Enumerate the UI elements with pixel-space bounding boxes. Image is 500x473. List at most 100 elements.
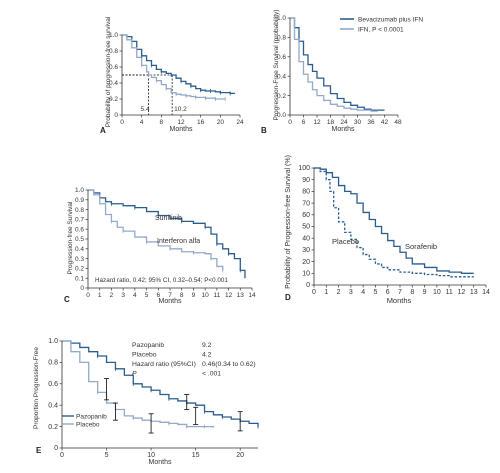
- x-tick-label: 9: [423, 289, 427, 296]
- y-tick-label: 0.9: [75, 197, 84, 204]
- x-tick-label: 42: [381, 119, 389, 126]
- x-tick-label: 12: [458, 289, 466, 296]
- x-tick-label: 0: [120, 119, 124, 126]
- panel-letter-a: A: [100, 126, 106, 135]
- x-tick-label: 10: [147, 452, 155, 459]
- y-tick-label: 1.0: [109, 32, 118, 39]
- x-tick-label: 24: [340, 119, 348, 126]
- legend-label-1: Bevacizumab plus IFN: [358, 17, 423, 24]
- x-tick-label: 8: [160, 119, 164, 126]
- legend: Bevacizumab plus IFN IFN, P < 0.0001: [340, 17, 423, 34]
- x-tick-label: 0: [312, 289, 316, 296]
- curve-label-interferon: Interferon alfa: [157, 238, 200, 245]
- x-tick-label: 12: [313, 119, 321, 126]
- stats-label: Hazard ratio (95%CI): [132, 361, 196, 368]
- chart-panel-b: 0 6 12 18 24 30 36 42 48 0.0 0.2 0.4 0.6 0.8 1.0 Bevac…: [261, 10, 423, 135]
- y-tick-label: 40: [302, 235, 310, 242]
- median-label: 10.2: [174, 106, 187, 113]
- x-tick-label: 3: [121, 292, 125, 299]
- chart-panel-d: 0 1 2 3 4 5 6 7 8 9 10 11 12 13 1401020304050607080901…: [285, 155, 490, 305]
- x-tick-label: 16: [197, 119, 205, 126]
- y-tick-label: 0.3: [75, 256, 84, 263]
- hazard-ratio-annotation: Hazard ratio, 0.42; 95% CI, 0.32–0.54; P…: [95, 277, 228, 284]
- ticks-layer: 0 4 8 12 16 20 24 0 0.2 0.4 0.6 0.8 1.0: [109, 32, 244, 126]
- y-tick-label: 70: [302, 200, 310, 207]
- chart-panel-e: 0 5 10 15 20 0 0.2 0.4 0.6 0.8 1.0 Pazopanib 9.2 Pla…: [33, 338, 259, 466]
- series-line-dark-0: [122, 34, 236, 95]
- curve-label-placebo: Placebo: [332, 237, 359, 246]
- series-layer: [62, 340, 259, 429]
- x-tick-label: 9: [192, 292, 196, 299]
- stats-value: 9.2: [202, 342, 212, 349]
- y-tick-label: 90: [302, 177, 310, 184]
- x-tick-label: 10: [202, 292, 210, 299]
- y-axis-label: Proportion Progression-Free: [33, 347, 40, 429]
- x-tick-label: 6: [156, 292, 160, 299]
- legend-label-1: Pazopanib: [76, 414, 107, 421]
- series-line-pazopanib: [62, 340, 259, 427]
- x-tick-label: 10: [433, 289, 441, 296]
- stats-value: 4.2: [202, 352, 212, 359]
- x-tick-label: 4: [133, 292, 137, 299]
- x-tick-label: 6: [386, 289, 390, 296]
- stats-label: Pazopanib: [132, 342, 164, 349]
- y-tick-label: 1.0: [48, 338, 58, 345]
- x-tick-label: 5: [105, 452, 109, 459]
- x-tick-label: 18: [327, 119, 335, 126]
- x-tick-label: 20: [217, 119, 225, 126]
- y-axis-label: Progression-free Survival: [67, 201, 74, 275]
- y-tick-label: 0.1: [75, 275, 84, 282]
- panel-letter-e: E: [36, 446, 42, 455]
- curve-label-sunitinib: Sunitinib: [155, 215, 182, 222]
- x-tick-label: 5: [373, 289, 377, 296]
- stats-block: Pazopanib 9.2 Placebo 4.2 Hazard ratio (95%C…: [132, 342, 256, 378]
- panel-letter-d: D: [285, 293, 291, 302]
- y-tick-label: 0.2: [75, 266, 84, 273]
- x-tick-label: 2: [110, 292, 114, 299]
- ticks-layer: 0 1 2 3 4 5 6 7 8 9 10 11 12 13 1400.10.20.30.40.50.60…: [75, 187, 256, 299]
- y-tick-label: 0.8: [277, 35, 286, 42]
- stats-label: P: [132, 371, 137, 378]
- x-tick-label: 4: [361, 289, 365, 296]
- y-tick-label: 0.8: [75, 207, 84, 214]
- x-tick-label: 2: [337, 289, 341, 296]
- y-tick-label: 0.8: [109, 48, 118, 55]
- panel-letter-b: B: [261, 126, 267, 135]
- x-tick-label: 8: [410, 289, 414, 296]
- x-tick-label: 3: [349, 289, 353, 296]
- y-tick-label: 10: [302, 271, 310, 278]
- error-bars-layer: [104, 377, 243, 434]
- y-tick-label: 0.4: [277, 73, 286, 80]
- guides-layer: [122, 74, 173, 115]
- y-tick-label: 0.0: [277, 112, 286, 119]
- x-tick-label: 11: [446, 289, 453, 296]
- y-tick-label: 0.6: [75, 226, 84, 233]
- legend: Pazopanib Placebo: [62, 414, 107, 429]
- series-line-placebo: [314, 167, 474, 278]
- ticks-layer: 0 5 10 15 20 0 0.2 0.4 0.6 0.8 1.0: [48, 338, 244, 459]
- x-axis-label: Months: [159, 298, 182, 305]
- y-tick-label: 0: [114, 112, 118, 119]
- x-axis-label: Months: [149, 459, 172, 466]
- x-tick-label: 1: [324, 289, 328, 296]
- y-tick-label: 0.6: [48, 381, 58, 388]
- x-tick-label: 14: [482, 289, 490, 296]
- y-tick-label: 0.5: [75, 236, 84, 243]
- series-layer: [314, 167, 474, 278]
- y-tick-label: 0: [306, 282, 310, 289]
- x-tick-label: 13: [237, 292, 245, 299]
- y-tick-label: 0.2: [48, 424, 58, 431]
- ticks-layer: 0 6 12 18 24 30 36 42 48 0.0 0.2 0.4 0.6 0.8 1.0: [277, 15, 402, 126]
- x-tick-label: 0: [86, 292, 90, 299]
- series-layer: [88, 189, 246, 279]
- x-tick-label: 0: [60, 452, 64, 459]
- x-tick-label: 11: [213, 292, 220, 299]
- y-tick-label: 0.4: [48, 402, 58, 409]
- stats-value: < .001: [202, 371, 221, 378]
- x-tick-label: 15: [192, 452, 200, 459]
- x-tick-label: 30: [354, 119, 362, 126]
- y-tick-label: 0.6: [109, 64, 118, 71]
- panel-letter-c: C: [64, 295, 70, 304]
- y-axis-label: Progression-Free Survival (probability): [273, 10, 280, 121]
- series-layer: [290, 17, 385, 112]
